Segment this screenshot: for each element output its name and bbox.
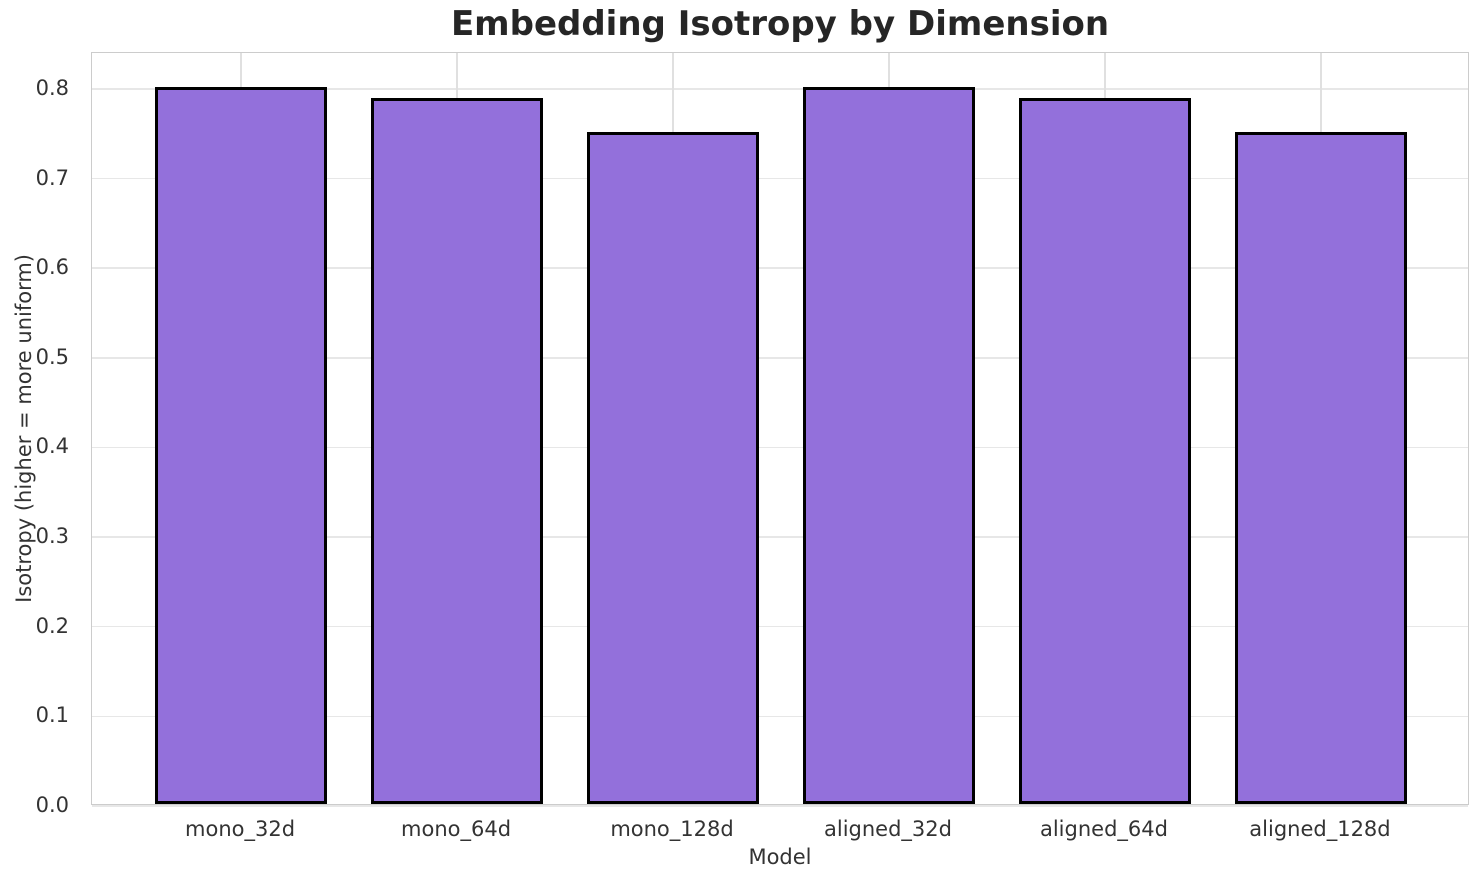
h-gridline: [92, 715, 1468, 718]
h-gridline: [92, 357, 1468, 359]
x-tick-labels: mono_32d mono_64d mono_128d aligned_32d alig…: [91, 805, 1469, 841]
bar-mono_32d: [154, 86, 328, 804]
x-tick-label: mono_32d: [185, 817, 296, 841]
chart-title: Embedding Isotropy by Dimension: [450, 4, 1110, 44]
y-tick-label: 0.8: [35, 75, 69, 100]
bar-aligned_32d: [802, 86, 976, 804]
x-axis-label: Model: [748, 845, 812, 869]
x-tick-label: aligned_128d: [1249, 817, 1391, 841]
y-tick-labels: 0.0 0.1 0.2 0.3 0.4 0.5 0.6 0.7 0.8: [0, 52, 83, 817]
h-gridline: [92, 177, 1468, 180]
h-gridline: [92, 536, 1468, 538]
h-gridline: [92, 805, 1468, 807]
y-tick-label: 0.6: [35, 255, 69, 280]
y-tick-label: 0.4: [35, 434, 69, 459]
y-tick-label: 0.0: [35, 793, 69, 817]
x-tick-label: mono_128d: [610, 817, 734, 841]
bar-aligned_128d: [1234, 131, 1408, 804]
y-tick-label: 0.2: [35, 613, 69, 638]
bar-mono_128d: [586, 131, 760, 804]
h-gridline: [92, 625, 1468, 628]
h-gridline: [92, 88, 1468, 90]
x-tick-label: mono_64d: [401, 817, 512, 841]
bar-aligned_64d: [1018, 97, 1192, 804]
h-gridline: [92, 446, 1468, 449]
plot-area: [91, 52, 1469, 807]
x-tick-label: aligned_32d: [823, 817, 952, 841]
bar-mono_64d: [370, 97, 544, 804]
y-tick-label: 0.1: [35, 703, 69, 728]
y-tick-label: 0.5: [35, 344, 69, 369]
y-tick-label: 0.7: [35, 165, 69, 190]
h-gridline: [92, 267, 1468, 269]
y-tick-label: 0.3: [35, 524, 69, 549]
x-tick-label: aligned_64d: [1039, 817, 1168, 841]
